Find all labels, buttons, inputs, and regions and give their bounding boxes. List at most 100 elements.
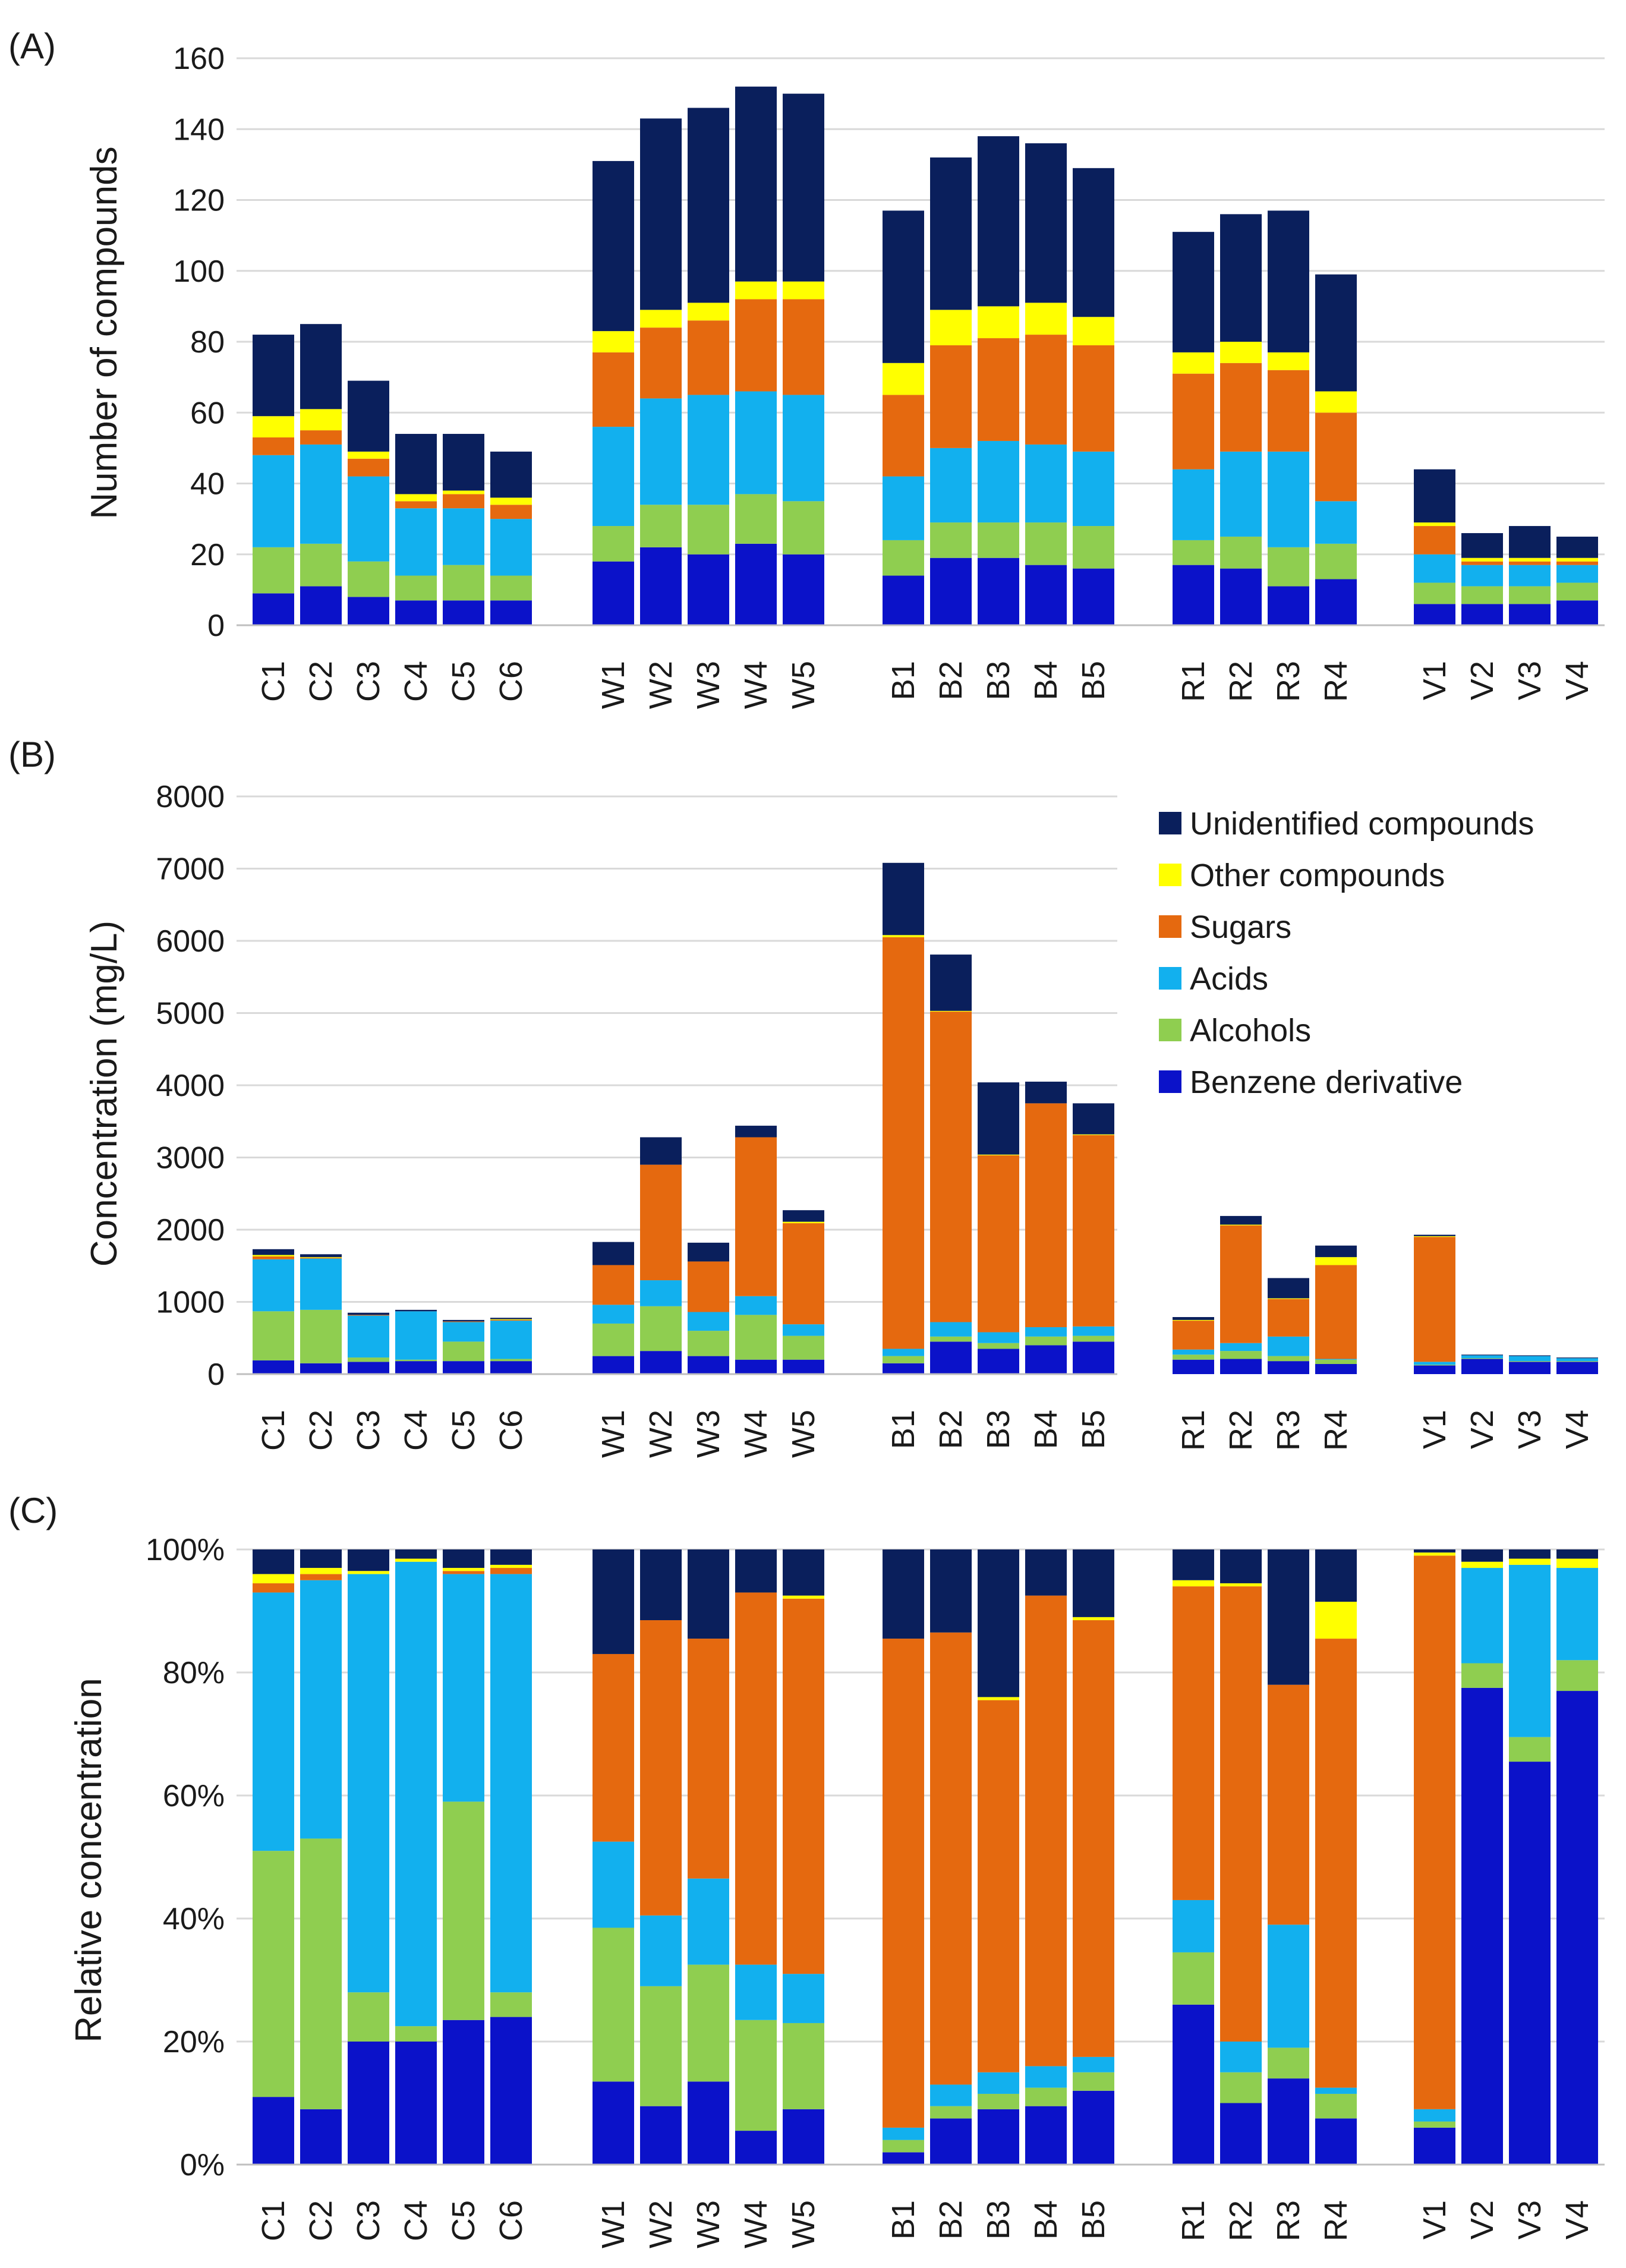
panel-c-category-label: W3 bbox=[691, 2200, 726, 2248]
panel-c-bar-R4-benzene-derivative bbox=[1315, 2118, 1357, 2165]
panel-c-bar-C4-other-compounds bbox=[395, 1558, 437, 1562]
panel-c-bar-V2-acids bbox=[1461, 1568, 1503, 1664]
panel-b-bar-B1-sugars bbox=[883, 937, 924, 1349]
panel-c-category-label: W5 bbox=[786, 2200, 821, 2248]
panel-c-bar-B2-benzene-derivative bbox=[930, 2118, 972, 2165]
panel-a-bar-W2-other-compounds bbox=[640, 310, 682, 328]
panel-b-bar-C1-sugars bbox=[253, 1256, 294, 1259]
panel-a-bar-B4-sugars bbox=[1025, 335, 1067, 445]
panel-a-bar-C6-acids bbox=[490, 519, 532, 576]
panel-b-bar-R3-unidentified-compounds bbox=[1268, 1278, 1309, 1299]
panel-b-category-label: V1 bbox=[1417, 1410, 1452, 1449]
panel-a-category-label: V3 bbox=[1512, 661, 1548, 700]
panel-b-bar-B3-unidentified-compounds bbox=[978, 1082, 1019, 1155]
panel-b-category-label: V4 bbox=[1559, 1410, 1595, 1449]
panel-c-bar-W3-benzene-derivative bbox=[688, 2081, 729, 2165]
panel-b-bar-V4-acids bbox=[1556, 1358, 1598, 1362]
panel-a-category-label: C1 bbox=[256, 661, 291, 702]
panel-b-y-tick-label: 3000 bbox=[156, 1141, 225, 1176]
panel-a-bar-C2-other-compounds bbox=[300, 409, 342, 431]
panel-a-bar-W1-unidentified-compounds bbox=[593, 160, 634, 332]
panel-b-category-label: C1 bbox=[256, 1410, 291, 1451]
panel-a-category-label: V2 bbox=[1464, 661, 1500, 700]
panel-b-category-label: R3 bbox=[1271, 1410, 1306, 1451]
panel-a-bar-C1-acids bbox=[253, 455, 294, 547]
panel-b-bar-W2-unidentified-compounds bbox=[640, 1137, 682, 1165]
panel-b-bar-B1-benzene-derivative bbox=[883, 1363, 924, 1374]
panel-b-bar-W5-acids bbox=[783, 1324, 824, 1336]
panel-b-bar-W2-acids bbox=[640, 1280, 682, 1306]
panel-c-bar-C3-unidentified-compounds bbox=[348, 1549, 389, 1571]
panel-b-bar-R3-sugars bbox=[1268, 1299, 1309, 1337]
panel-a-bar-C1-sugars bbox=[253, 437, 294, 455]
panel-b-category-label: C2 bbox=[303, 1410, 339, 1451]
panel-b-bar-V2-alcohols bbox=[1461, 1358, 1503, 1359]
panel-c-bar-V3-unidentified-compounds bbox=[1509, 1549, 1551, 1559]
panel-b-y-tick-label: 1000 bbox=[156, 1286, 225, 1320]
panel-a-bar-C4-sugars bbox=[395, 501, 437, 509]
panel-a-bar-B5-other-compounds bbox=[1073, 317, 1114, 345]
panel-a-bar-B4-alcohols bbox=[1025, 522, 1067, 565]
panel-b-category-label: R1 bbox=[1176, 1410, 1211, 1451]
panel-c-bar-V3-benzene-derivative bbox=[1509, 1762, 1551, 2165]
panel-a-bar-C4-benzene-derivative bbox=[395, 600, 437, 625]
panel-c-bar-B2-sugars bbox=[930, 1632, 972, 2085]
panel-c-bar-V1-alcohols bbox=[1414, 2121, 1455, 2128]
panel-b-bar-V1-acids bbox=[1414, 1362, 1455, 1365]
panel-a-bar-V1-sugars bbox=[1414, 526, 1455, 555]
panel-a-y-tick-label: 120 bbox=[173, 184, 225, 218]
panel-a-bar-W1-other-compounds bbox=[593, 331, 634, 352]
panel-a-category-label: C2 bbox=[303, 661, 339, 702]
panel-b-bar-W5-sugars bbox=[783, 1223, 824, 1325]
panel-a-bar-C6-sugars bbox=[490, 505, 532, 519]
panel-b-bar-W3-unidentified-compounds bbox=[688, 1242, 729, 1262]
panel-c-bar-W5-acids bbox=[783, 1974, 824, 2023]
panel-b-category-label: W4 bbox=[738, 1410, 774, 1458]
panel-a-bar-B2-sugars bbox=[930, 345, 972, 448]
panel-a-bar-V3-sugars bbox=[1509, 561, 1551, 565]
legend-label-sugars: Sugars bbox=[1190, 909, 1291, 945]
panel-c-bar-B3-sugars bbox=[978, 1700, 1019, 2072]
panel-a-bar-R2-sugars bbox=[1220, 363, 1262, 452]
panel-a-bar-B3-alcohols bbox=[978, 522, 1019, 558]
panel-a-bar-V1-other-compounds bbox=[1414, 522, 1455, 527]
panel-a-bar-W2-unidentified-compounds bbox=[640, 118, 682, 310]
panel-b-bar-B5-unidentified-compounds bbox=[1073, 1103, 1114, 1135]
panel-b-bar-B1-unidentified-compounds bbox=[883, 862, 924, 935]
panel-b-bar-B4-unidentified-compounds bbox=[1025, 1081, 1067, 1104]
panel-a-bar-V4-sugars bbox=[1556, 561, 1598, 565]
panel-b-bar-C6-benzene-derivative bbox=[490, 1361, 532, 1374]
panel-b-bar-R3-benzene-derivative bbox=[1268, 1361, 1309, 1374]
panel-a-bar-W1-benzene-derivative bbox=[593, 561, 634, 625]
panel-b-bar-R1-sugars bbox=[1173, 1321, 1214, 1350]
panel-a-bar-B4-unidentified-compounds bbox=[1025, 143, 1067, 303]
panel-b-y-tick-label: 6000 bbox=[156, 924, 225, 959]
panel-c-bar-B5-acids bbox=[1073, 2056, 1114, 2072]
panel-a-bar-B4-acids bbox=[1025, 444, 1067, 523]
panel-b-bar-V3-benzene-derivative bbox=[1509, 1362, 1551, 1374]
panel-a-bar-C3-other-compounds bbox=[348, 451, 389, 459]
panel-b-bar-V4-unidentified-compounds bbox=[1556, 1357, 1598, 1359]
panel-a-bar-R4-other-compounds bbox=[1315, 391, 1357, 413]
panel-a-category-label: B2 bbox=[933, 661, 969, 700]
panel-a-bar-W2-acids bbox=[640, 398, 682, 505]
panel-a-bar-B1-acids bbox=[883, 476, 924, 540]
panel-c-category-label: R4 bbox=[1318, 2200, 1354, 2241]
panel-a-bar-C5-alcohols bbox=[443, 565, 484, 601]
panel-c-y-tick-label: 80% bbox=[163, 1656, 225, 1690]
panel-b-bar-W4-acids bbox=[735, 1296, 777, 1315]
panel-b-bar-C3-alcohols bbox=[348, 1357, 389, 1362]
panel-a-bar-R3-acids bbox=[1268, 451, 1309, 547]
panel-c-bar-B4-sugars bbox=[1025, 1595, 1067, 2067]
panel-b-bar-V3-alcohols bbox=[1509, 1361, 1551, 1362]
panel-b-bar-V3-acids bbox=[1509, 1356, 1551, 1362]
panel-c-bar-C1-acids bbox=[253, 1592, 294, 1851]
panel-b-y-tick-label: 4000 bbox=[156, 1069, 225, 1103]
panel-c-bar-B4-unidentified-compounds bbox=[1025, 1549, 1067, 1596]
panel-c-bar-W3-unidentified-compounds bbox=[688, 1549, 729, 1639]
panel-a-bar-R2-alcohols bbox=[1220, 536, 1262, 569]
panel-a-bar-C2-alcohols bbox=[300, 543, 342, 587]
panel-b-bar-C1-unidentified-compounds bbox=[253, 1249, 294, 1255]
panel-c-category-label: C4 bbox=[398, 2200, 434, 2241]
panel-c-bar-R3-unidentified-compounds bbox=[1268, 1549, 1309, 1685]
